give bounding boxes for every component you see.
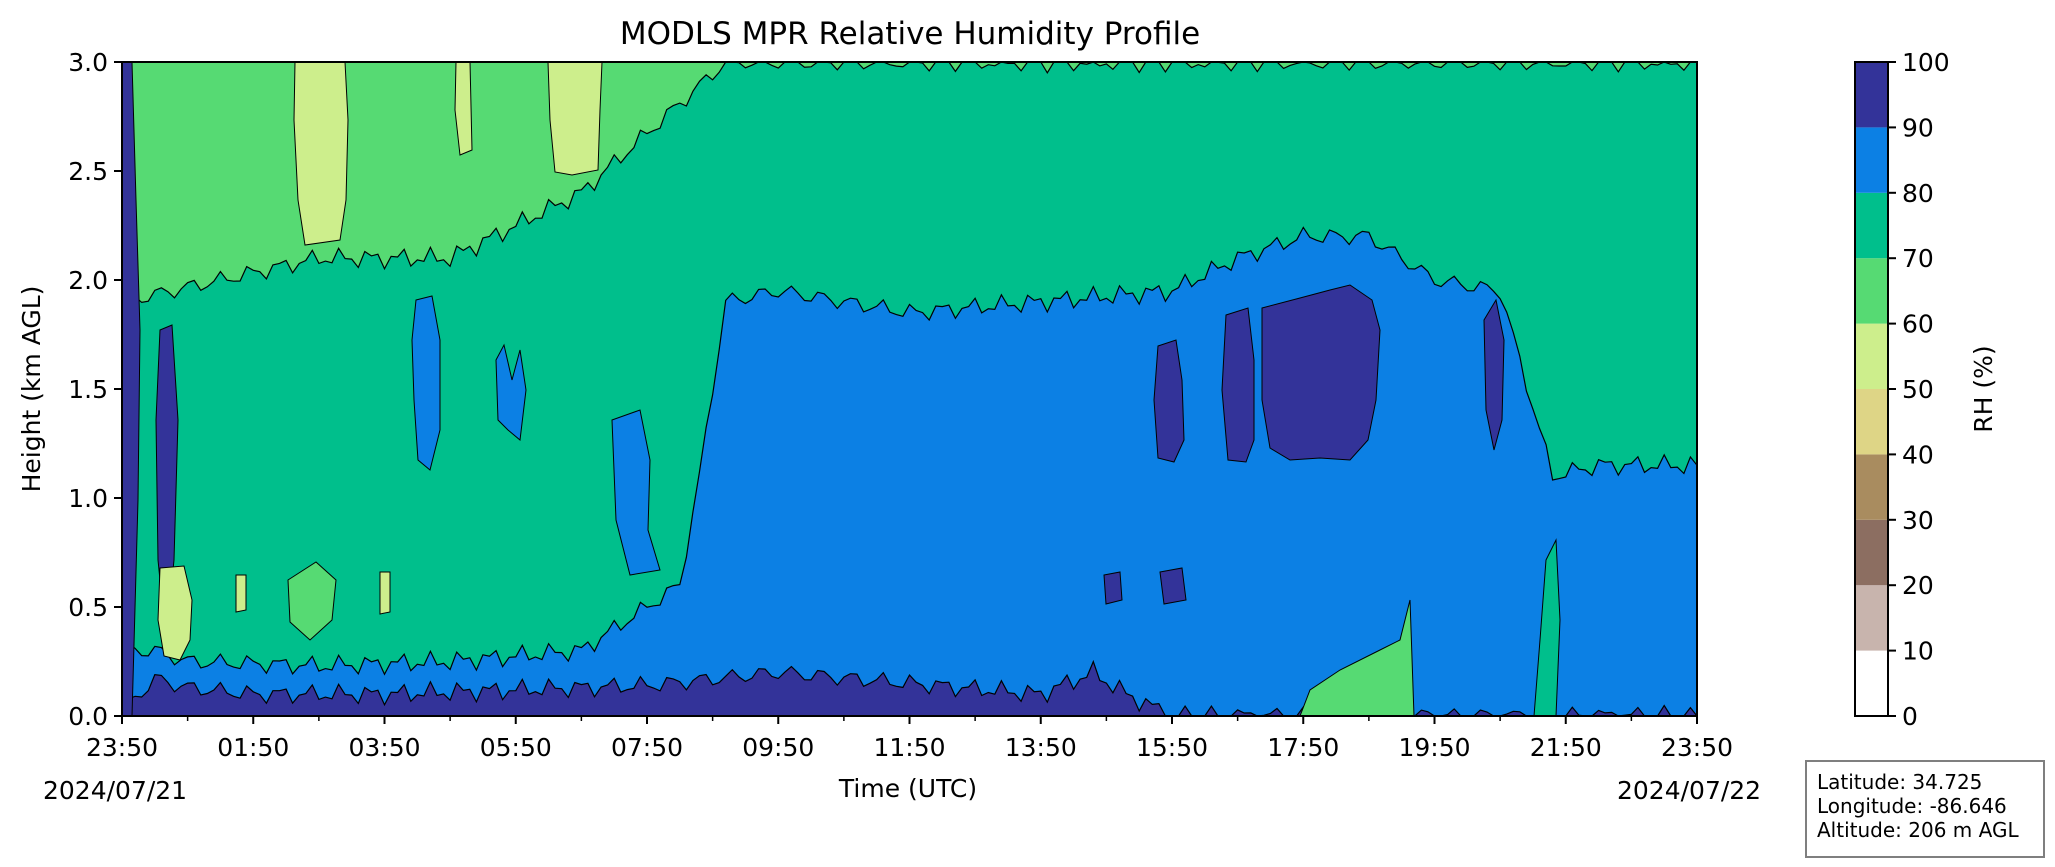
x-tick-label: 03:50	[348, 733, 420, 762]
y-tick-label: 0.5	[68, 593, 108, 622]
start-date-label: 2024/07/21	[43, 776, 187, 805]
colorbar-tick-label: 20	[1902, 571, 1934, 600]
colorbar-frame	[1854, 61, 1889, 717]
colorbar-tick-label: 80	[1902, 179, 1934, 208]
y-axis: 0.0 0.5 1.0 1.5 2.0 2.5 3.0	[68, 48, 122, 731]
rh-50-60-patch	[235, 574, 247, 613]
colorbar-tick-label: 10	[1902, 637, 1934, 666]
colorbar-swatch	[1855, 62, 1888, 128]
rh-50-60-patch	[157, 565, 193, 661]
x-tick-label: 15:50	[1136, 733, 1208, 762]
y-tick-label: 3.0	[68, 48, 108, 77]
colorbar-tick-label: 70	[1902, 244, 1934, 273]
y-axis-label: Height (km AGL)	[17, 286, 46, 493]
colorbar-swatch	[1855, 323, 1888, 389]
x-tick-label: 05:50	[480, 733, 552, 762]
colorbar-tick-label: 40	[1902, 440, 1934, 469]
end-date-label: 2024/07/22	[1617, 776, 1761, 805]
y-tick-label: 1.0	[68, 484, 108, 513]
colorbar-swatch	[1855, 192, 1888, 259]
rh-50-60-patch	[379, 571, 391, 615]
station-info-box: Latitude: 34.725 Longitude: -86.646 Alti…	[1805, 760, 2045, 858]
chart-title: MODLS MPR Relative Humidity Profile	[620, 16, 1200, 52]
y-tick-label: 2.5	[68, 157, 108, 186]
rh-90-100-patch	[1221, 307, 1255, 463]
y-tick-label: 2.0	[68, 266, 108, 295]
colorbar-tick-label: 60	[1902, 310, 1934, 339]
x-tick-label: 23:50	[86, 733, 158, 762]
rh-90-100-region	[122, 659, 1697, 716]
rh-90-100-patch	[1153, 339, 1185, 463]
rh-80-90-patch	[411, 295, 441, 471]
rh-90-100-patch	[1159, 567, 1187, 605]
x-tick-label: 21:50	[1530, 733, 1602, 762]
rh-90-100-patch	[1261, 284, 1381, 461]
x-tick-label: 23:50	[1661, 733, 1733, 762]
rh-60-70-patch	[1299, 599, 1415, 716]
colorbar-tick-label: 30	[1902, 506, 1934, 535]
longitude-text: Longitude: -86.646	[1817, 794, 2007, 818]
rh-50-60-patch	[547, 62, 603, 176]
rh-80-90-patch	[611, 409, 661, 576]
x-tick-label: 19:50	[1398, 733, 1470, 762]
x-tick-label: 11:50	[873, 733, 945, 762]
rh-80-90-patch	[495, 343, 527, 441]
x-tick-label: 17:50	[1267, 733, 1339, 762]
rh-90-100-patch	[1103, 571, 1123, 605]
colorbar-swatch	[1855, 258, 1888, 324]
altitude-text: Altitude: 206 m AGL	[1817, 818, 2019, 842]
colorbar-tick-label: 100	[1902, 48, 1950, 77]
contour-field	[122, 62, 1697, 716]
colorbar-tick-label: 0	[1902, 702, 1918, 731]
latitude-text: Latitude: 34.725	[1817, 770, 1983, 794]
rh-50-60-patch	[454, 62, 473, 156]
x-tick-label: 09:50	[742, 733, 814, 762]
colorbar-tick-label: 50	[1902, 375, 1934, 404]
y-tick-label: 0.0	[68, 702, 108, 731]
x-tick-label: 07:50	[611, 733, 683, 762]
rh-90-100-left-column	[122, 62, 141, 716]
x-tick-label: 13:50	[1005, 733, 1077, 762]
colorbar-swatch	[1855, 389, 1888, 455]
x-axis-label: Time (UTC)	[838, 774, 977, 803]
colorbar: 0 10 20 30 40 50 60 70 80 90 100	[1855, 48, 1950, 731]
colorbar-swatch	[1855, 519, 1888, 586]
rh-50-60-patch	[293, 62, 349, 246]
x-tick-label: 01:50	[217, 733, 289, 762]
colorbar-swatch	[1855, 650, 1888, 716]
colorbar-swatch	[1855, 585, 1888, 651]
rh-70-80-patch	[1533, 538, 1561, 716]
rh-60-70-patch	[287, 561, 337, 641]
x-axis: 23:50 01:50 03:50 05:50 07:50 09:50 11:50 13:50…	[86, 716, 1733, 762]
colorbar-label: RH (%)	[1969, 345, 1998, 432]
colorbar-swatch	[1855, 454, 1888, 520]
rh-90-100-patch	[1483, 298, 1505, 451]
y-tick-label: 1.5	[68, 375, 108, 404]
colorbar-tick-label: 90	[1902, 113, 1934, 142]
colorbar-swatch	[1855, 127, 1888, 193]
